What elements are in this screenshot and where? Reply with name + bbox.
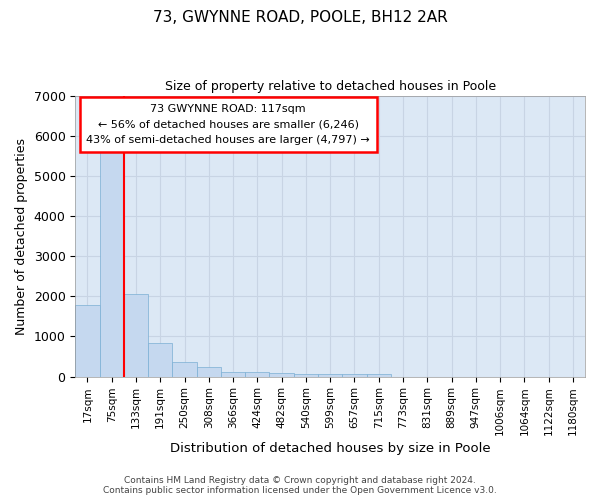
- Bar: [342, 374, 367, 376]
- Bar: [197, 368, 221, 376]
- Bar: [124, 294, 148, 376]
- Bar: [245, 372, 269, 376]
- Bar: [75, 305, 100, 376]
- Bar: [367, 374, 391, 376]
- Title: Size of property relative to detached houses in Poole: Size of property relative to detached ho…: [164, 80, 496, 93]
- Bar: [148, 344, 172, 376]
- Bar: [221, 372, 245, 376]
- Bar: [172, 362, 197, 376]
- X-axis label: Distribution of detached houses by size in Poole: Distribution of detached houses by size …: [170, 442, 490, 455]
- Text: Contains HM Land Registry data © Crown copyright and database right 2024.
Contai: Contains HM Land Registry data © Crown c…: [103, 476, 497, 495]
- Bar: [318, 374, 342, 376]
- Bar: [100, 144, 124, 376]
- Text: 73 GWYNNE ROAD: 117sqm
← 56% of detached houses are smaller (6,246)
43% of semi-: 73 GWYNNE ROAD: 117sqm ← 56% of detached…: [86, 104, 370, 145]
- Y-axis label: Number of detached properties: Number of detached properties: [15, 138, 28, 334]
- Bar: [294, 374, 318, 376]
- Bar: [269, 372, 294, 376]
- Text: 73, GWYNNE ROAD, POOLE, BH12 2AR: 73, GWYNNE ROAD, POOLE, BH12 2AR: [152, 10, 448, 25]
